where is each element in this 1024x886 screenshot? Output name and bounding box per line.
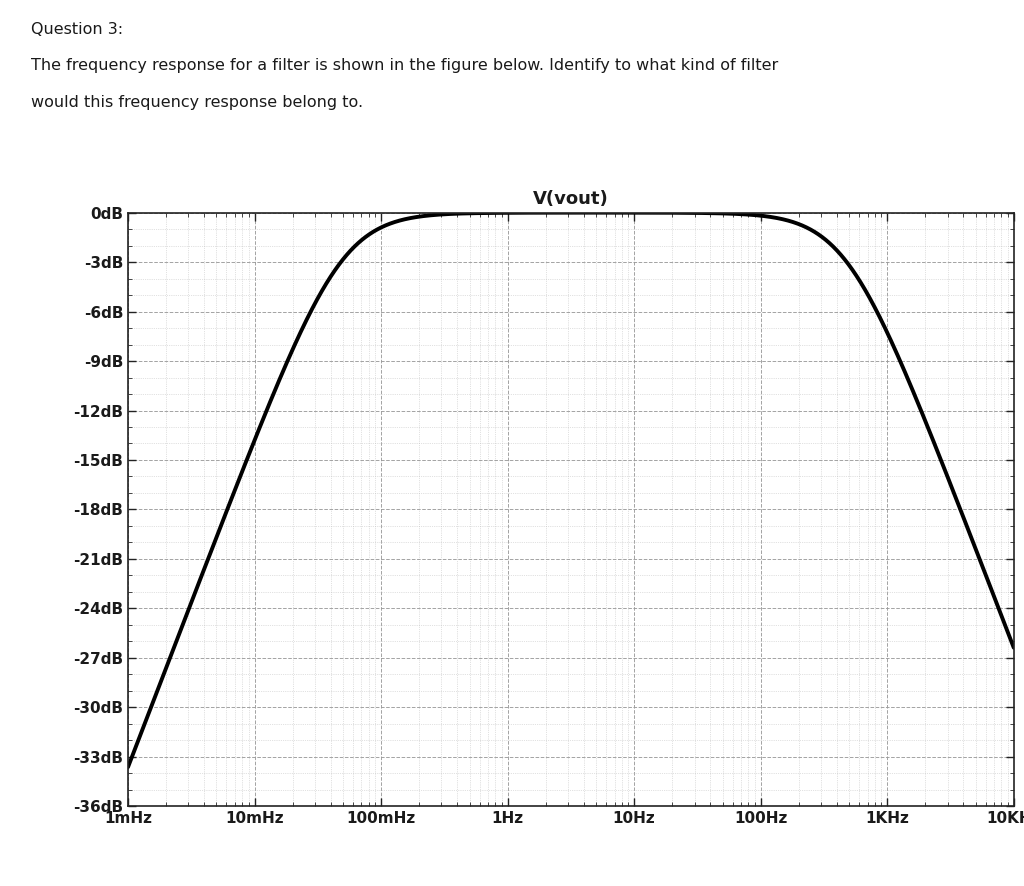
Title: V(vout): V(vout): [534, 190, 608, 208]
Text: The frequency response for a filter is shown in the figure below. Identify to wh: The frequency response for a filter is s…: [31, 58, 778, 73]
Text: would this frequency response belong to.: would this frequency response belong to.: [31, 95, 362, 110]
Text: Question 3:: Question 3:: [31, 22, 123, 37]
